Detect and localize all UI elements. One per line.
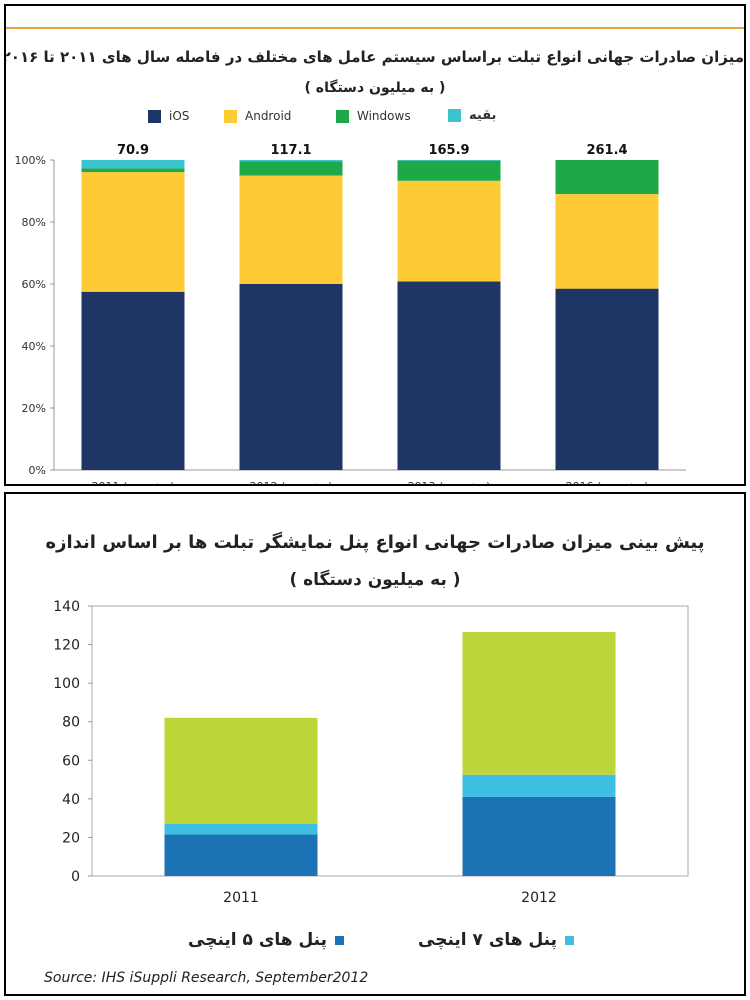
bar-segment [397,160,501,161]
panel-stacked-bar-chart: 0 20 40 60 80 100 120 140 2011 2012 [53,599,689,906]
legend-label-windows: Windows [357,109,411,123]
x-tick-label: 2012 [521,890,557,906]
bar-segment [164,834,318,876]
x-tick-label: 2011 [223,890,259,906]
bar-total-label: 117.1 [270,143,311,158]
bar-segment [164,717,318,824]
legend-label-ios: iOS [169,109,190,123]
bar-segment [462,632,616,775]
bar-segment [239,161,343,176]
panel-chart-title: پیش بینی میزان صادرات جهانی انواع پنل نم… [45,532,705,553]
y-tick-label: 120 [53,638,80,654]
y-tick-label: 60 [62,753,80,769]
panel-chart-subtitle: ( به میلیون دستگاه ) [289,570,461,590]
bar-segment [81,172,185,292]
panel-size-chart-panel: پیش بینی میزان صادرات جهانی انواع پنل نم… [4,492,746,996]
bar-segment [239,284,343,470]
bar-segment [555,194,659,289]
y-tick-label: 0% [29,464,46,477]
legend-swatch-windows [336,109,349,123]
legend-swatch-ios [148,109,161,123]
bar-segment [462,774,616,797]
bar-segment [555,288,659,470]
x-tick-label: 2012 (پیش بینی) [250,480,333,484]
bar-segment [81,291,185,470]
y-tick-label: 80 [62,715,80,731]
bar-segment [555,160,659,195]
legend-item-other: بقیه [448,108,496,123]
y-tick-label: 0 [71,869,80,885]
legend-item-7inch: پنل های ۷ اینچی [418,930,575,950]
legend-label-5inch: پنل های ۵ اینچی [188,930,328,950]
top-accent-rule [6,27,744,29]
x-tick-label: 2016 (پیش بینی) [566,480,649,484]
legend-item-5inch: پنل های ۵ اینچی [188,930,345,950]
bar-total-label: 261.4 [586,143,627,158]
os-chart-subtitle: ( به میلیون دستگاه ) [304,80,446,96]
y-tick-label: 80% [22,216,46,229]
os-stacked-bar-chart: 0% 20% 40% 60% 80% 100% 70.9 2011 (پیش بینی) 117… [15,143,686,484]
legend-label-7inch: پنل های ۷ اینچی [418,930,558,950]
legend-label-other: بقیه [469,108,497,123]
y-tick-label: 60% [22,278,46,291]
os-chart-title: میزان صادرات جهانی انواع تبلت براساس سیس… [4,48,744,66]
x-tick-label: 2011 (پیش بینی) [92,480,175,484]
bar-segment [397,281,501,470]
y-tick-label: 140 [53,599,80,615]
legend-label-android: Android [245,109,292,123]
source-note: Source: IHS iSuppli Research, September2… [44,970,369,986]
y-tick-label: 20% [22,402,46,415]
bar-total-label: 70.9 [117,143,149,158]
os-chart-panel: میزان صادرات جهانی انواع تبلت براساس سیس… [4,4,746,486]
y-tick-label: 20 [62,830,80,846]
y-tick-label: 40 [62,792,80,808]
bar-segment [81,168,185,173]
bar-segment [397,180,501,282]
legend-swatch-7inch [565,935,575,945]
legend-swatch-5inch [335,935,345,945]
bar-segment [164,823,318,835]
x-tick-label: 2013 (پیش بینی) [408,480,491,484]
y-tick-label: 100% [15,154,46,167]
legend-item-windows: Windows [336,109,411,123]
bar-segment [397,160,501,181]
legend-item-android: Android [224,109,291,123]
legend-swatch-other [448,109,461,122]
bar-segment [239,160,343,162]
bar-segment [81,160,185,169]
y-tick-label: 100 [53,676,80,692]
plot-area-frame [91,605,689,877]
y-tick-label: 40% [22,340,46,353]
legend-item-ios: iOS [148,109,189,123]
legend-swatch-android [224,109,237,123]
bar-segment [239,175,343,284]
bar-total-label: 165.9 [428,143,469,158]
bar-segment [462,796,616,876]
